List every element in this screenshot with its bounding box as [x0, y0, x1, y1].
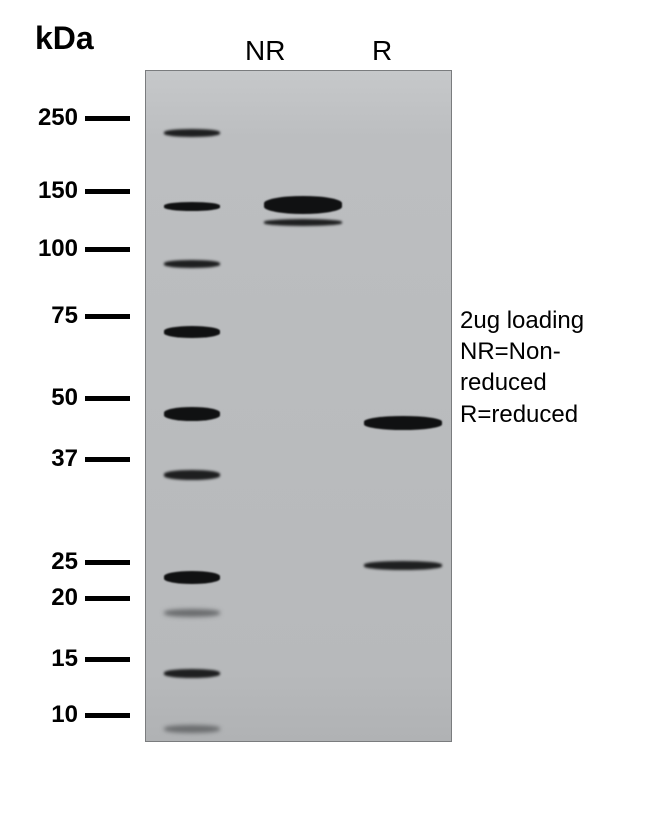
marker-label-75: 75 — [0, 302, 78, 330]
annotation-line: NR=Non- — [460, 336, 584, 367]
marker-tick — [85, 560, 130, 565]
band-ladder — [164, 407, 220, 421]
marker-tick — [85, 596, 130, 601]
band-ladder — [164, 609, 220, 617]
band-r — [364, 416, 442, 430]
band-ladder — [164, 260, 220, 268]
band-ladder — [164, 326, 220, 338]
marker-tick — [85, 314, 130, 319]
band-ladder — [164, 571, 220, 584]
lane-header-nr: NR — [245, 35, 285, 67]
kda-title: kDa — [35, 20, 94, 57]
lane-header-r: R — [372, 35, 392, 67]
marker-label-15: 15 — [0, 645, 78, 673]
band-ladder — [164, 470, 220, 480]
band-ladder — [164, 202, 220, 211]
band-ladder — [164, 725, 220, 733]
annotation-line: reduced — [460, 367, 584, 398]
marker-label-37: 37 — [0, 445, 78, 473]
band-r — [364, 561, 442, 570]
marker-tick — [85, 189, 130, 194]
band-ladder — [164, 129, 220, 137]
marker-label-50: 50 — [0, 384, 78, 412]
figure-root: kDa NR R 250 150 100 75 50 37 25 20 15 10 2ug load… — [0, 0, 650, 815]
band-nr — [264, 219, 342, 226]
band-nr — [264, 196, 342, 214]
marker-tick — [85, 116, 130, 121]
marker-label-25: 25 — [0, 548, 78, 576]
marker-label-250: 250 — [0, 104, 78, 132]
marker-label-150: 150 — [0, 177, 78, 205]
marker-label-10: 10 — [0, 701, 78, 729]
marker-label-100: 100 — [0, 235, 78, 263]
legend-annotation: 2ug loadingNR=Non-reducedR=reduced — [460, 305, 584, 430]
marker-label-20: 20 — [0, 584, 78, 612]
marker-tick — [85, 657, 130, 662]
marker-tick — [85, 713, 130, 718]
annotation-line: R=reduced — [460, 399, 584, 430]
marker-tick — [85, 247, 130, 252]
annotation-line: 2ug loading — [460, 305, 584, 336]
band-ladder — [164, 669, 220, 678]
marker-tick — [85, 457, 130, 462]
gel-image — [145, 70, 452, 742]
marker-tick — [85, 396, 130, 401]
